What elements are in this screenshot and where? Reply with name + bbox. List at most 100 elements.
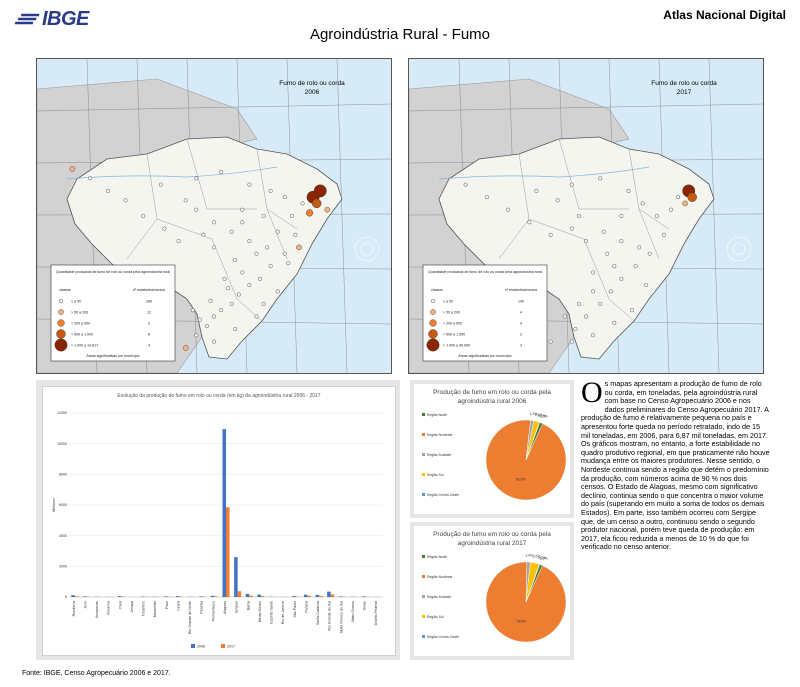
production-point bbox=[591, 333, 596, 338]
graticule-line bbox=[336, 59, 348, 373]
x-tick-label: Paraná bbox=[304, 601, 308, 613]
legend-swatch bbox=[191, 644, 195, 648]
production-point bbox=[569, 339, 574, 344]
production-point bbox=[211, 339, 216, 344]
bar-2017 bbox=[237, 591, 242, 597]
bar-2006 bbox=[327, 591, 331, 597]
y-tick-label: 12000 bbox=[57, 411, 67, 415]
production-point bbox=[576, 213, 581, 218]
production-point bbox=[608, 289, 613, 294]
legend-title: Quantidade produzida de fumo de rolo ou … bbox=[56, 270, 170, 274]
description-body: s mapas apresentam a produção de fumo de… bbox=[581, 379, 770, 552]
production-point bbox=[183, 198, 188, 203]
y-tick-label: 0 bbox=[65, 595, 67, 599]
production-point bbox=[162, 226, 167, 231]
production-point bbox=[619, 276, 624, 281]
pie-legend-label: Região Sudeste bbox=[427, 453, 451, 457]
x-tick-label: Maranhão bbox=[153, 601, 157, 617]
map-title-line: Fumo de rolo ou corda bbox=[279, 80, 345, 87]
production-point bbox=[211, 314, 216, 319]
bar-2006 bbox=[222, 429, 226, 597]
pie-legend-swatch bbox=[422, 575, 425, 578]
production-point bbox=[254, 251, 259, 256]
production-point bbox=[629, 308, 634, 313]
pie-legend-swatch bbox=[422, 555, 425, 558]
pie-value-label: 1,3% bbox=[540, 415, 548, 419]
legend-class-count: 3 bbox=[520, 344, 522, 348]
production-point bbox=[619, 239, 624, 244]
map-2006-canvas: Fumo de rolo ou corda 2006 Quantidade prod… bbox=[37, 59, 391, 373]
pie-chart-2006: 1,3% 95,0% 1,3%2,3%0,1% Região Norte Região … bbox=[422, 412, 567, 501]
state-border bbox=[558, 138, 629, 210]
legend-symbol bbox=[54, 338, 68, 352]
production-point bbox=[282, 195, 287, 200]
production-point bbox=[69, 166, 76, 172]
x-tick-label: Alagoas bbox=[223, 601, 227, 614]
bar-2017 bbox=[330, 594, 335, 597]
legend-class-count: 4 bbox=[148, 344, 150, 348]
x-tick-label: Pará bbox=[118, 601, 122, 609]
legend-symbol bbox=[430, 309, 436, 315]
production-point bbox=[573, 327, 578, 332]
pie-panel-2006: Produção de fumo em rolo ou corda pela a… bbox=[410, 380, 574, 518]
bar-2006 bbox=[303, 594, 308, 597]
bar-2017 bbox=[249, 595, 253, 597]
pie-slice bbox=[525, 422, 540, 461]
pie-value-label: 93,6% bbox=[517, 620, 527, 624]
state-border bbox=[126, 218, 158, 260]
production-point bbox=[261, 301, 266, 306]
production-point bbox=[289, 213, 294, 218]
x-tick-label: Mato Grosso bbox=[351, 601, 355, 622]
x-tick-label: Minas Gerais bbox=[258, 601, 262, 622]
x-tick-label: Piauí bbox=[165, 601, 169, 609]
production-point bbox=[313, 184, 327, 198]
production-point bbox=[286, 261, 291, 266]
production-point bbox=[548, 232, 553, 237]
production-point bbox=[176, 239, 181, 244]
legend-col-count: nº estabelecimentos bbox=[505, 288, 537, 292]
production-point bbox=[647, 251, 652, 256]
legend-label: 2017 bbox=[227, 645, 235, 649]
legend-class-label: > 1.000 a 40.000 bbox=[443, 344, 470, 348]
compass-ring bbox=[360, 242, 374, 256]
legend-symbol bbox=[426, 338, 440, 352]
production-point bbox=[306, 209, 314, 217]
graticule-line bbox=[409, 103, 763, 112]
production-point bbox=[247, 239, 252, 244]
compass-ring bbox=[354, 236, 380, 262]
bar-2017 bbox=[74, 596, 79, 597]
bar-2017 bbox=[226, 507, 230, 597]
production-point bbox=[626, 188, 631, 193]
y-tick-label: 8000 bbox=[59, 473, 67, 477]
production-point bbox=[661, 232, 666, 237]
compass-ring bbox=[732, 242, 746, 256]
pie-legend-swatch bbox=[422, 595, 425, 598]
pie-legend-swatch bbox=[422, 615, 425, 618]
production-point bbox=[682, 200, 688, 207]
y-tick-label: 2000 bbox=[59, 565, 67, 569]
production-point bbox=[182, 345, 189, 351]
legend-class-label: > 500 a 1.000 bbox=[443, 333, 465, 337]
production-point bbox=[598, 176, 603, 181]
production-point bbox=[240, 270, 245, 275]
production-point bbox=[197, 317, 202, 322]
state-border bbox=[266, 208, 288, 260]
production-point bbox=[601, 229, 606, 234]
bar-2006 bbox=[245, 593, 250, 597]
production-point bbox=[583, 314, 588, 319]
production-point bbox=[640, 201, 645, 206]
map-2006: Fumo de rolo ou corda 2006 Quantidade prod… bbox=[36, 58, 392, 374]
y-axis-label: Milhares bbox=[52, 498, 56, 512]
x-tick-label: Rio Grande do Sul bbox=[328, 601, 332, 631]
production-point bbox=[612, 320, 617, 325]
x-tick-label: Roraima bbox=[107, 601, 111, 615]
production-point bbox=[605, 251, 610, 256]
bar-chart-svg: Milhares 0 2000 4000 6000 8000 10000 12000 Rondô… bbox=[52, 411, 383, 649]
production-point bbox=[293, 232, 298, 237]
legend-symbol bbox=[431, 298, 436, 303]
production-point bbox=[275, 289, 280, 294]
graticule-line bbox=[708, 59, 720, 373]
legend-class-label: > 200 a 500 bbox=[71, 322, 90, 326]
legend-class-label: > 500 a 1.000 bbox=[71, 333, 93, 337]
